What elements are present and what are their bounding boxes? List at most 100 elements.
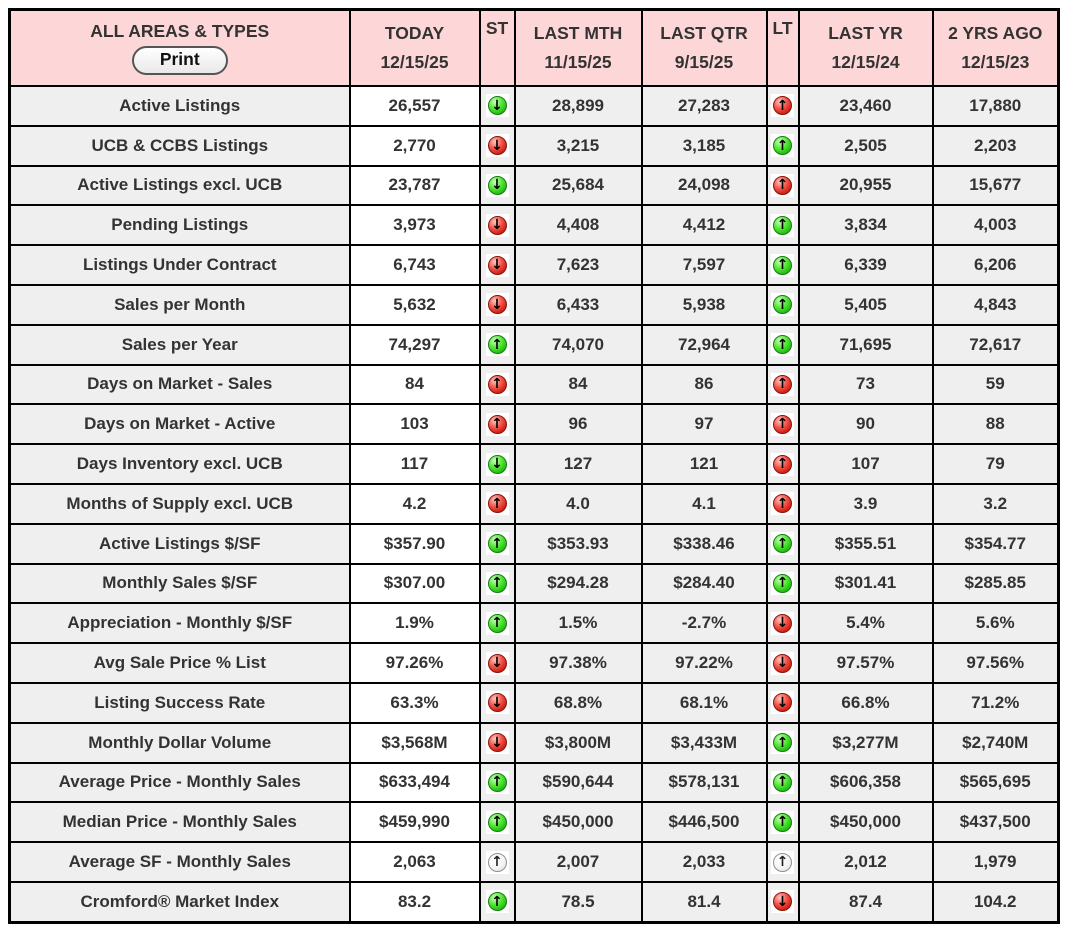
lt-icon-box: ↑ <box>771 492 794 516</box>
st-indicator-cell: ↓ <box>478 244 516 286</box>
trend-down-red-icon: ↓ <box>487 215 507 235</box>
last-qtr-value: -2.7% <box>640 602 768 645</box>
lt-indicator-cell: ↑ <box>765 403 800 446</box>
st-icon-box: ↓ <box>485 452 509 476</box>
trend-up-red-icon: ↑ <box>773 414 792 434</box>
last-mth-value: 127 <box>513 443 643 485</box>
trend-up-green-icon: ↑ <box>773 534 792 554</box>
lt-icon-box: ↓ <box>771 890 794 914</box>
trend-up-green-icon: ↑ <box>773 772 792 792</box>
metric-label: Pending Listings <box>8 204 351 247</box>
last-qtr-column-date: 9/15/25 <box>674 52 734 72</box>
metric-label: Monthly Sales $/SF <box>8 562 351 605</box>
header-row: ALL AREAS & TYPES Print TODAY 12/15/25 S… <box>8 8 1060 87</box>
today-value: 63.3% <box>348 681 481 724</box>
trend-up-red-icon: ↑ <box>773 96 792 116</box>
lt-indicator-cell: ↑ <box>765 323 800 366</box>
last-yr-value: 3,834 <box>797 204 934 247</box>
last-mth-value: $353.93 <box>513 522 643 565</box>
two-yrs-ago-value: $437,500 <box>931 801 1060 844</box>
two-yrs-ago-value: 4,003 <box>931 204 1060 247</box>
last-mth-value: 78.5 <box>513 880 643 924</box>
metric-label: Active Listings $/SF <box>8 522 351 565</box>
lt-indicator-cell: ↑ <box>765 443 800 485</box>
lt-icon-box: ↑ <box>771 532 794 556</box>
trend-up-green-icon: ↑ <box>773 335 792 355</box>
trend-up-green-icon: ↑ <box>487 534 507 554</box>
today-value: 97.26% <box>348 642 481 684</box>
table-row: Median Price - Monthly Sales $459,990 ↑ … <box>8 801 1060 844</box>
last-qtr-value: 3,185 <box>640 124 768 167</box>
metric-label: Average Price - Monthly Sales <box>8 761 351 804</box>
last-mth-column-date: 11/15/25 <box>544 52 612 72</box>
lt-indicator-cell: ↓ <box>765 602 800 645</box>
metric-label: Appreciation - Monthly $/SF <box>8 602 351 645</box>
trend-up-red-icon: ↑ <box>487 414 507 434</box>
header-last-year: LAST YR 12/15/24 <box>797 8 934 87</box>
lt-icon-box: ↑ <box>771 253 794 277</box>
lt-column-label: LT <box>772 18 793 38</box>
today-value: 1.9% <box>348 602 481 645</box>
st-indicator-cell: ↑ <box>478 602 516 645</box>
st-icon-box: ↑ <box>485 412 509 436</box>
last-yr-value: 2,505 <box>797 124 934 167</box>
table-row: Active Listings excl. UCB 23,787 ↓ 25,68… <box>8 164 1060 207</box>
last-qtr-value: 97.22% <box>640 642 768 684</box>
st-icon-box: ↓ <box>485 651 509 675</box>
last-mth-value: 1.5% <box>513 602 643 645</box>
today-column-label: TODAY <box>384 22 445 43</box>
last-yr-value: 90 <box>797 403 934 446</box>
trend-up-neutral-icon: ↑ <box>773 852 792 872</box>
lt-indicator-cell: ↑ <box>765 801 800 844</box>
table-row: Sales per Year 74,297 ↑ 74,070 72,964 ↑ … <box>8 323 1060 366</box>
last-mth-value: 6,433 <box>513 283 643 326</box>
metric-label: Listing Success Rate <box>8 681 351 724</box>
lt-icon-box: ↑ <box>771 372 794 396</box>
trend-up-neutral-icon: ↑ <box>487 852 507 872</box>
st-icon-box: ↑ <box>485 532 509 556</box>
metric-label: Days on Market - Active <box>8 403 351 446</box>
header-last-month: LAST MTH 11/15/25 <box>513 8 643 87</box>
last-yr-value: 5,405 <box>797 283 934 326</box>
today-value: $633,494 <box>348 761 481 804</box>
two-yrs-ago-value: 5.6% <box>931 602 1060 645</box>
two-yrs-ago-value: 88 <box>931 403 1060 446</box>
metric-label: Avg Sale Price % List <box>8 642 351 684</box>
st-icon-box: ↓ <box>485 173 509 197</box>
last-qtr-value: $578,131 <box>640 761 768 804</box>
all-areas-types-label: ALL AREAS & TYPES <box>90 21 270 42</box>
trend-up-green-icon: ↑ <box>487 812 507 832</box>
lt-icon-box: ↑ <box>771 571 794 595</box>
st-indicator-cell: ↓ <box>478 283 516 326</box>
last-qtr-value: $284.40 <box>640 562 768 605</box>
trend-down-green-icon: ↓ <box>487 96 507 116</box>
lt-indicator-cell: ↑ <box>765 204 800 247</box>
trend-down-red-icon: ↓ <box>773 693 792 713</box>
lt-icon-box: ↓ <box>771 651 794 675</box>
table-row: Monthly Dollar Volume $3,568M ↓ $3,800M … <box>8 721 1060 764</box>
lt-indicator-cell: ↓ <box>765 880 800 924</box>
last-mth-value: 84 <box>513 363 643 406</box>
st-indicator-cell: ↑ <box>478 323 516 366</box>
today-value: 6,743 <box>348 244 481 286</box>
lt-indicator-cell: ↓ <box>765 642 800 684</box>
table-row: Pending Listings 3,973 ↓ 4,408 4,412 ↑ 3… <box>8 204 1060 247</box>
today-value: 103 <box>348 403 481 446</box>
lt-indicator-cell: ↑ <box>765 761 800 804</box>
two-yrs-ago-column-label: 2 YRS AGO <box>948 22 1043 43</box>
metric-label: Listings Under Contract <box>8 244 351 286</box>
lt-indicator-cell: ↑ <box>765 244 800 286</box>
trend-down-green-icon: ↓ <box>487 454 507 474</box>
lt-indicator-cell: ↑ <box>765 85 800 127</box>
table-row: Avg Sale Price % List 97.26% ↓ 97.38% 97… <box>8 642 1060 684</box>
two-yrs-ago-value: 6,206 <box>931 244 1060 286</box>
lt-icon-box: ↑ <box>771 850 794 874</box>
today-column-date: 12/15/25 <box>380 52 449 72</box>
st-indicator-cell: ↓ <box>478 642 516 684</box>
last-yr-value: 71,695 <box>797 323 934 366</box>
print-button[interactable]: Print <box>131 45 228 75</box>
last-qtr-value: 86 <box>640 363 768 406</box>
st-indicator-cell: ↑ <box>478 482 516 525</box>
lt-indicator-cell: ↑ <box>765 283 800 326</box>
